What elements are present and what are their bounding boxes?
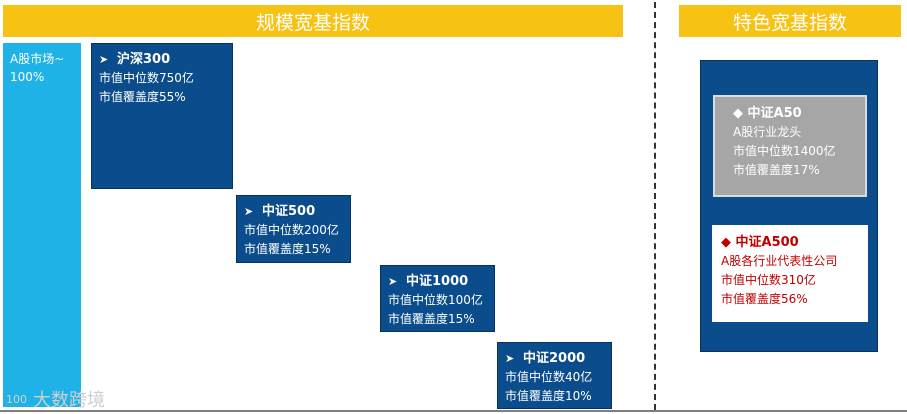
featured-median: 市值中位数1400亿: [733, 144, 836, 158]
index-box-zz500: ➤ 中证500 市值中位数200亿 市值覆盖度15%: [236, 195, 351, 263]
featured-desc: A股行业龙头: [733, 125, 802, 139]
featured-index-banner: 特色宽基指数: [679, 5, 901, 37]
index-name: 中证2000: [523, 351, 586, 366]
index-name: 中证1000: [406, 274, 469, 289]
watermark-text: 大数跨境: [33, 390, 105, 411]
index-median: 市值中位数100亿: [388, 293, 483, 307]
index-box-zz2000: ➤ 中证2000 市值中位数40亿 市值覆盖度10%: [497, 342, 612, 409]
index-coverage: 市值覆盖度15%: [244, 242, 331, 256]
index-coverage: 市值覆盖度10%: [505, 389, 592, 403]
market-percent: 100%: [10, 70, 45, 84]
market-label: A股市场~: [10, 52, 65, 66]
index-box-hs300: ➤ 沪深300 市值中位数750亿 市值覆盖度55%: [91, 43, 233, 189]
index-median: 市值中位数200亿: [244, 223, 339, 237]
section-divider: [654, 2, 656, 410]
index-name: 沪深300: [117, 52, 171, 67]
arrowhead-right-icon: ➤: [505, 352, 515, 365]
bottom-rule: [0, 410, 907, 412]
diamond-icon: ◆: [733, 106, 743, 121]
arrowhead-right-icon: ➤: [99, 53, 109, 66]
featured-index-banner-label: 特色宽基指数: [732, 11, 847, 34]
featured-coverage: 市值覆盖度56%: [721, 292, 808, 306]
featured-box-a50: ◆ 中证A50 A股行业龙头 市值中位数1400亿 市值覆盖度17%: [713, 95, 867, 197]
featured-median: 市值中位数310亿: [721, 273, 816, 287]
featured-name: 中证A50: [747, 106, 802, 121]
arrowhead-right-icon: ➤: [388, 275, 398, 288]
index-median: 市值中位数750亿: [99, 71, 194, 85]
featured-desc: A股各行业代表性公司: [721, 254, 838, 268]
scale-index-banner: 规模宽基指数: [3, 5, 623, 37]
featured-name: 中证A500: [735, 235, 799, 250]
arrowhead-right-icon: ➤: [244, 205, 254, 218]
scale-index-banner-label: 规模宽基指数: [255, 11, 370, 34]
index-median: 市值中位数40亿: [505, 370, 593, 384]
watermark-logo: 100: [6, 392, 27, 406]
index-coverage: 市值覆盖度15%: [388, 312, 475, 326]
featured-box-a500: ◆ 中证A500 A股各行业代表性公司 市值中位数310亿 市值覆盖度56%: [712, 225, 868, 322]
index-name: 中证500: [262, 204, 316, 219]
index-box-zz1000: ➤ 中证1000 市值中位数100亿 市值覆盖度15%: [380, 265, 495, 332]
a-share-market-bar: A股市场~ 100%: [3, 43, 81, 407]
diamond-icon: ◆: [721, 235, 731, 250]
featured-coverage: 市值覆盖度17%: [733, 163, 820, 177]
index-coverage: 市值覆盖度55%: [99, 90, 186, 104]
watermark: 100 大数跨境: [6, 386, 105, 412]
